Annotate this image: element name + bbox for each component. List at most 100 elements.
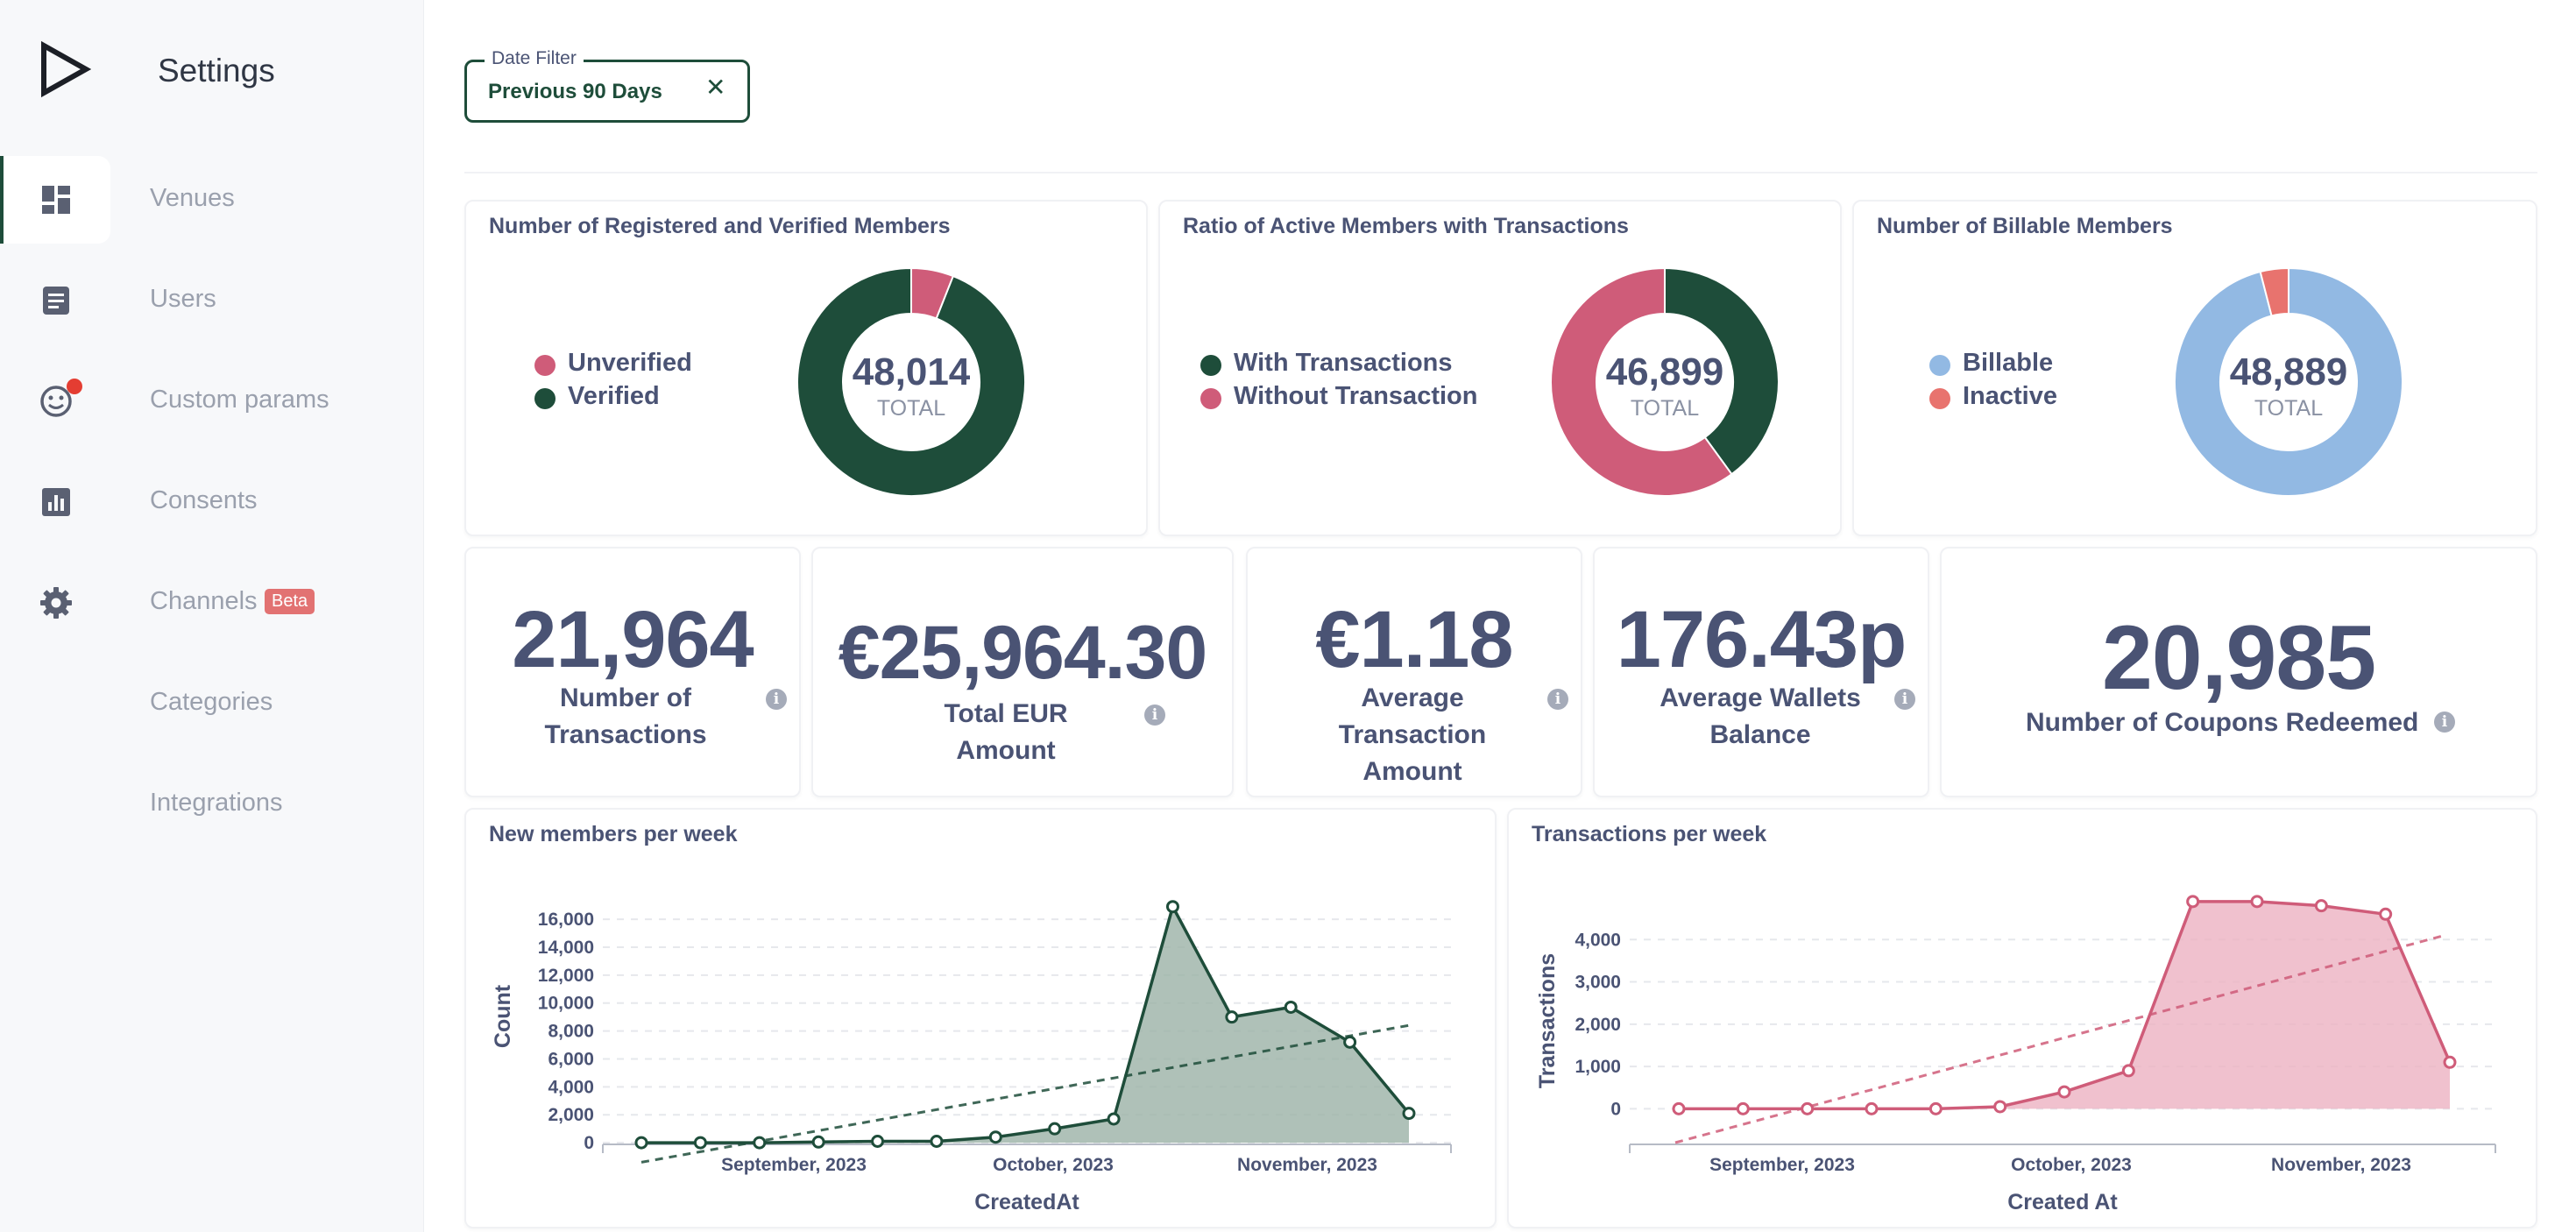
data-point[interactable] — [1165, 900, 1179, 914]
gear-icon — [40, 587, 72, 619]
metric-value: €25,964.30 — [838, 611, 1207, 695]
metric-label: Number of Transactions — [544, 683, 707, 749]
divider — [464, 172, 2537, 173]
y-tick-label: 2,000 — [548, 1105, 594, 1125]
data-point[interactable] — [1928, 1101, 1943, 1115]
sidebar-item-consents[interactable]: Consents — [0, 458, 424, 546]
data-point[interactable] — [988, 1130, 1002, 1144]
data-point[interactable] — [871, 1134, 885, 1148]
sidebar-item-venues[interactable]: Venues — [0, 156, 424, 244]
coupons-card: 20,985 Number of Coupons Redeemed i — [1940, 547, 2537, 797]
sidebar-item-label: Users — [150, 285, 216, 313]
data-point[interactable] — [2379, 907, 2393, 921]
data-point[interactable] — [1284, 1000, 1298, 1014]
card-title: Number of Billable Members — [1877, 214, 2173, 238]
donut-slice-verified[interactable] — [796, 266, 1026, 497]
y-tick-label: 6,000 — [548, 1049, 594, 1069]
info-icon[interactable]: i — [1144, 705, 1165, 726]
data-point[interactable] — [1107, 1112, 1121, 1126]
data-point[interactable] — [2314, 899, 2328, 913]
y-tick-label: 1,000 — [1575, 1057, 1621, 1077]
data-point[interactable] — [1736, 1101, 1750, 1115]
metric-value: 176.43p — [1616, 595, 1907, 684]
transactions-chart: 0 1,000 2,000 3,000 4,000 September, 2023 Octo… — [1535, 895, 2496, 1214]
info-icon[interactable]: i — [1894, 689, 1915, 710]
donut-total: 46,899 — [1605, 350, 1724, 393]
transactions-chart-card: Transactions per week 0 1,000 2,000 3,000 4,… — [1507, 808, 2537, 1228]
y-tick-label: 3,000 — [1575, 973, 1621, 993]
donut-caption: TOTAL — [2254, 396, 2324, 421]
data-point[interactable] — [1402, 1107, 1416, 1121]
sidebar: Settings Venues Users Custom params — [0, 0, 424, 1232]
data-point[interactable] — [1865, 1101, 1879, 1115]
donut-chart — [2174, 266, 2403, 497]
y-tick-label: 12,000 — [538, 966, 594, 986]
sidebar-item-users[interactable]: Users — [0, 257, 424, 344]
donut-chart — [1550, 266, 1780, 497]
sidebar-item-label: Custom params — [150, 386, 329, 414]
series-line — [641, 903, 1411, 1144]
metric-label: Total EUR Amount — [944, 699, 1068, 765]
close-icon[interactable]: ✕ — [705, 74, 726, 101]
data-point[interactable] — [811, 1135, 825, 1149]
metric-label: Average Wallets Balance — [1660, 683, 1861, 749]
donut-total: 48,889 — [2229, 350, 2348, 393]
data-point[interactable] — [1343, 1035, 1357, 1049]
x-tick-label: October, 2023 — [993, 1155, 1114, 1175]
donut-slice-inactive[interactable] — [2259, 266, 2289, 317]
info-icon[interactable]: i — [2434, 712, 2455, 733]
beta-badge: Beta — [265, 589, 315, 614]
data-point[interactable] — [2121, 1064, 2135, 1078]
sidebar-item-categories[interactable]: Categories — [0, 660, 424, 747]
transactions-count-card: 21,964 Number of Transactions i — [464, 547, 801, 797]
y-tick-label: 4,000 — [1575, 930, 1621, 950]
data-point[interactable] — [1993, 1100, 2007, 1114]
donut-slice-without-transaction[interactable] — [1550, 266, 1733, 497]
y-tick-label: 10,000 — [538, 994, 594, 1014]
data-point[interactable] — [1672, 1101, 1686, 1115]
x-axis-label: CreatedAt — [974, 1190, 1079, 1214]
donut-center: 48,014 TOTAL — [824, 350, 999, 421]
donut-slice-billable[interactable] — [2174, 266, 2403, 497]
sidebar-item-channels[interactable]: Channels Beta — [0, 559, 424, 647]
data-point[interactable] — [634, 1136, 648, 1150]
card-title: Number of Registered and Verified Member… — [489, 214, 951, 238]
sidebar-item-label: Channels — [150, 587, 258, 615]
y-tick-label: 14,000 — [538, 938, 594, 958]
data-point[interactable] — [1048, 1122, 1062, 1136]
donut-caption: TOTAL — [1630, 396, 1700, 421]
registered-verified-card: Number of Registered and Verified Member… — [464, 200, 1148, 536]
y-tick-label: 2,000 — [1575, 1015, 1621, 1035]
y-tick-label: 0 — [584, 1133, 594, 1153]
info-icon[interactable]: i — [1547, 689, 1568, 710]
date-filter-value: Previous 90 Days — [488, 80, 662, 103]
donut-chart — [796, 266, 1026, 497]
sidebar-item-custom-params[interactable]: Custom params — [0, 358, 424, 445]
donut-slice-with-transactions[interactable] — [1664, 266, 1780, 476]
x-tick-label: September, 2023 — [1709, 1155, 1855, 1175]
data-point[interactable] — [1225, 1010, 1239, 1024]
y-tick-label: 16,000 — [538, 910, 594, 930]
brand-logo-icon[interactable] — [39, 40, 91, 98]
data-point[interactable] — [753, 1136, 767, 1150]
data-point[interactable] — [693, 1136, 707, 1150]
y-axis-label: Transactions — [1535, 953, 1560, 1088]
sidebar-item-label: Integrations — [150, 789, 283, 817]
date-filter[interactable]: Date Filter Previous 90 Days ✕ — [464, 48, 750, 123]
sidebar-item-label: Venues — [150, 184, 235, 212]
data-point[interactable] — [2057, 1085, 2071, 1099]
info-icon[interactable]: i — [766, 689, 787, 710]
data-point[interactable] — [930, 1134, 944, 1148]
sidebar-item-integrations[interactable]: Integrations — [0, 761, 424, 848]
notification-dot — [67, 379, 82, 394]
donut-center: 46,899 TOTAL — [1577, 350, 1752, 421]
data-point[interactable] — [2443, 1055, 2457, 1069]
total-eur-card: €25,964.30 Total EUR Amount i — [811, 547, 1234, 797]
y-axis-label: Count — [491, 984, 515, 1048]
x-tick-label: November, 2023 — [1237, 1155, 1377, 1175]
data-point[interactable] — [2250, 895, 2264, 909]
data-point[interactable] — [1801, 1101, 1815, 1115]
data-point[interactable] — [2186, 895, 2200, 909]
area-fill — [641, 906, 1409, 1143]
document-icon — [43, 287, 69, 315]
